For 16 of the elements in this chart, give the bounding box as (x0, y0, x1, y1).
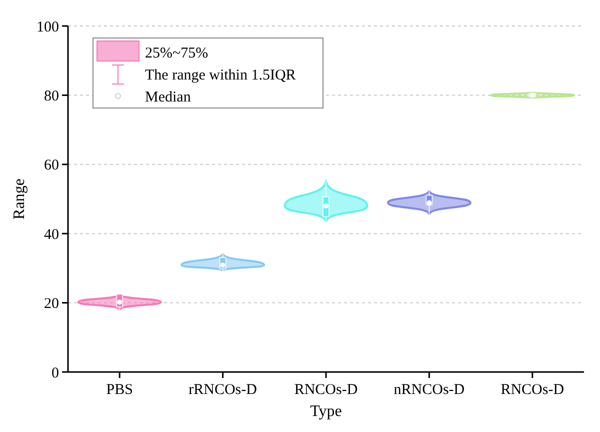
y-tick-label: 40 (44, 226, 59, 243)
x-axis-title: Type (310, 403, 342, 420)
y-tick-label: 60 (44, 158, 59, 174)
x-tick-label: RNCOs-D (500, 382, 564, 398)
x-tick-label: RNCOs-D (294, 382, 358, 398)
x-tick-label: nRNCOs-D (394, 382, 465, 398)
y-tick-label: 100 (36, 19, 59, 36)
x-tick-label: PBS (106, 382, 133, 398)
y-tick-label: 20 (44, 296, 59, 312)
annotation: 25%~75% (145, 45, 208, 62)
annotation: Median (145, 89, 192, 106)
y-tick-label: 0 (52, 365, 59, 382)
x-tick-label: rRNCOs-D (188, 382, 258, 398)
y-axis-title: Range (11, 178, 28, 220)
y-tick-label: 80 (44, 88, 59, 104)
annotation: The range within 1.5IQR (145, 67, 296, 84)
